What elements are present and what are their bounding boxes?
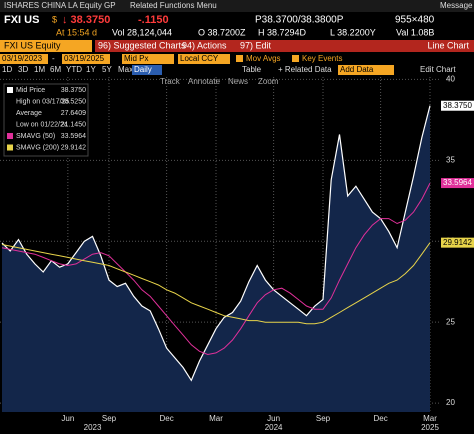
- action-button[interactable]: + Related Data: [278, 65, 332, 74]
- last-price: ↓ 38.3750: [62, 14, 110, 26]
- period-button[interactable]: 6M: [50, 65, 61, 74]
- period-button[interactable]: 1Y: [86, 65, 96, 74]
- bid-ask-size: 955×480: [395, 15, 435, 26]
- period-button[interactable]: 3D: [18, 65, 28, 74]
- legend-box: [3, 83, 89, 157]
- toolbar-button[interactable]: 96) Suggested Charts: [98, 40, 186, 50]
- legend-value: 27.6409: [61, 110, 86, 117]
- last-value-label: 38.3750: [443, 101, 472, 110]
- x-tick-label: Dec: [373, 414, 387, 423]
- y-tick-label: 35: [446, 155, 455, 164]
- last-value-label: 29.9142: [443, 238, 472, 247]
- x-tick-label: Sep: [316, 414, 331, 423]
- legend-label: High on 03/17/25: [16, 98, 69, 105]
- y-tick-label: 20: [446, 398, 455, 407]
- action-button[interactable]: Add Data: [340, 65, 374, 74]
- period-button[interactable]: 5Y: [102, 65, 112, 74]
- legend-value: 38.5250: [61, 98, 86, 105]
- option-label[interactable]: Mov Avgs: [246, 54, 281, 63]
- function-code[interactable]: GP: [104, 1, 116, 10]
- y-tick-label: 25: [446, 317, 455, 326]
- chart-tool[interactable]: News: [228, 77, 248, 86]
- series-line: [1, 182, 431, 356]
- last-value-tag: [441, 237, 474, 248]
- x-tick-label: Dec: [159, 414, 173, 423]
- toolbar-button[interactable]: 94) Actions: [182, 40, 227, 50]
- x-tick-label: Mar: [423, 414, 437, 423]
- price-area: [2, 105, 430, 412]
- chart-tool[interactable]: Annotate: [188, 77, 221, 86]
- period-button[interactable]: YTD: [66, 65, 82, 74]
- ticker: FXI US: [4, 14, 39, 26]
- end-date[interactable]: 03/19/2025: [64, 54, 105, 63]
- field-select[interactable]: Mid Px: [124, 54, 148, 63]
- traded-value: Val 1.08B: [396, 27, 434, 37]
- x-tick-label: Mar: [209, 414, 223, 423]
- legend-value: 33.5964: [61, 133, 86, 140]
- legend-swatch: [7, 144, 13, 151]
- action-button[interactable]: Table: [242, 65, 262, 74]
- y-tick-label: 40: [446, 75, 455, 84]
- currency-select[interactable]: Local CCY: [180, 54, 219, 63]
- chart-tool[interactable]: Track: [160, 77, 181, 86]
- legend-label: SMAVG (50): [16, 133, 55, 140]
- x-tick-label: Sep: [102, 414, 117, 423]
- period-button[interactable]: 1M: [34, 65, 45, 74]
- chart-tool[interactable]: Zoom: [258, 77, 279, 86]
- currency: $: [52, 14, 57, 24]
- checkbox[interactable]: [292, 55, 299, 62]
- related-menu[interactable]: Related Functions Menu: [130, 1, 217, 10]
- high: H 38.7294D: [258, 27, 307, 37]
- volume: Vol 28,124,044: [112, 27, 172, 37]
- low: L 38.2200Y: [330, 27, 376, 37]
- start-date[interactable]: 03/19/2023: [2, 54, 43, 63]
- add-data-box: [338, 65, 394, 75]
- legend-label: SMAVG (200): [16, 144, 59, 151]
- x-group-label: 2025: [421, 423, 439, 432]
- quote-time: At 15:54 d: [56, 27, 97, 37]
- legend-value: 38.3750: [61, 87, 86, 94]
- change: -.1150: [138, 14, 169, 26]
- frequency-select[interactable]: Daily: [134, 65, 152, 74]
- last-value-label: 33.5964: [443, 178, 472, 187]
- message-button[interactable]: Message: [440, 1, 473, 10]
- action-button[interactable]: Edit Chart: [420, 65, 456, 74]
- option-label[interactable]: Key Events: [302, 54, 342, 63]
- toolbar-button[interactable]: 97) Edit: [240, 40, 272, 50]
- period-button[interactable]: Max: [118, 65, 133, 74]
- legend-label: Mid Price: [16, 87, 45, 94]
- legend-label: Average: [16, 110, 42, 117]
- x-group-label: 2024: [265, 423, 283, 432]
- frequency-box: [132, 65, 162, 75]
- bid-ask: P38.3700/38.3800P: [255, 15, 344, 26]
- legend-value: 21.1450: [61, 121, 86, 128]
- x-group-label: 2023: [84, 423, 102, 432]
- legend-label: Low on 01/22/24: [16, 121, 68, 128]
- last-value-tag: [441, 100, 474, 111]
- chart-type[interactable]: Line Chart: [427, 40, 469, 50]
- legend-swatch: [7, 133, 13, 139]
- series-line: [1, 242, 431, 325]
- checkbox[interactable]: [236, 55, 243, 62]
- legend-swatch: [7, 87, 13, 93]
- security-name: ISHARES CHINA LA Equity: [4, 1, 102, 10]
- open: O 38.7200Z: [198, 27, 246, 37]
- x-tick-label: Jun: [267, 414, 280, 423]
- legend-value: 29.9142: [61, 144, 86, 151]
- last-value-tag: [441, 178, 474, 189]
- x-tick-label: Jun: [61, 414, 74, 423]
- security-field[interactable]: FXI US Equity: [4, 40, 61, 50]
- date-separator: -: [52, 54, 55, 63]
- period-button[interactable]: 1D: [2, 65, 12, 74]
- series-line: [1, 105, 431, 382]
